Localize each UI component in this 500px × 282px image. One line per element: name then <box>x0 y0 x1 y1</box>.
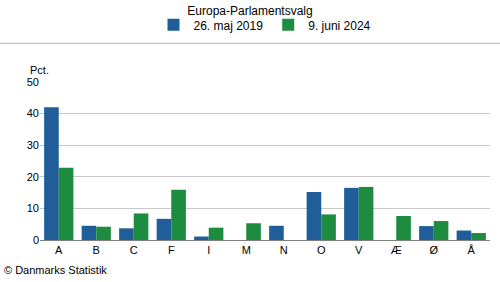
svg-text:© Danmarks Statistik: © Danmarks Statistik <box>4 264 107 276</box>
svg-text:0: 0 <box>33 234 39 246</box>
svg-text:50: 50 <box>27 76 39 88</box>
svg-text:C: C <box>130 244 138 256</box>
svg-text:Ø: Ø <box>429 244 438 256</box>
svg-text:30: 30 <box>27 139 39 151</box>
svg-text:20: 20 <box>27 171 39 183</box>
svg-text:I: I <box>207 244 210 256</box>
svg-text:Å: Å <box>468 244 476 256</box>
svg-text:Æ: Æ <box>391 244 402 256</box>
svg-text:M: M <box>242 244 251 256</box>
svg-text:F: F <box>168 244 175 256</box>
svg-text:A: A <box>55 244 63 256</box>
svg-text:V: V <box>355 244 363 256</box>
svg-text:9. juni 2024: 9. juni 2024 <box>308 19 370 33</box>
svg-text:Europa-Parlamentsvalg: Europa-Parlamentsvalg <box>187 4 312 18</box>
svg-text:40: 40 <box>27 107 39 119</box>
svg-text:26. maj 2019: 26. maj 2019 <box>194 19 264 33</box>
svg-text:10: 10 <box>27 202 39 214</box>
svg-text:O: O <box>317 244 326 256</box>
svg-text:N: N <box>280 244 288 256</box>
svg-text:B: B <box>93 244 100 256</box>
svg-text:Pct.: Pct. <box>30 64 49 76</box>
